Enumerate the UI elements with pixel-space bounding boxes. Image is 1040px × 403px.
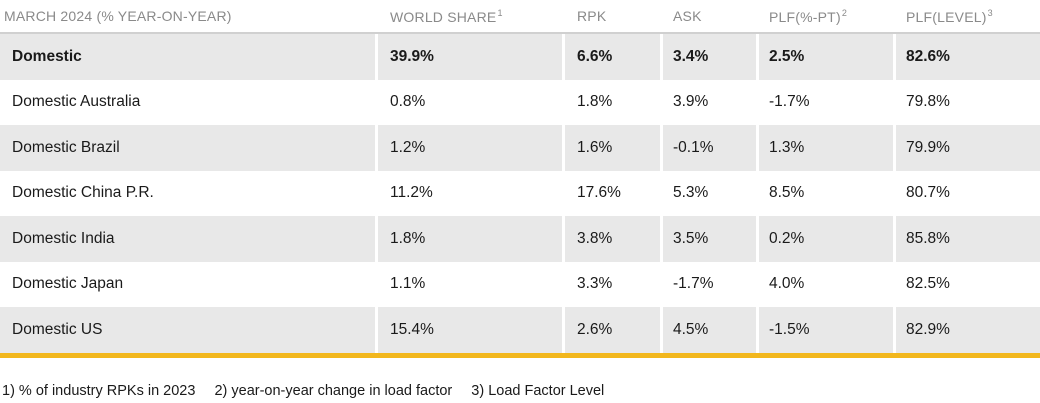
world-share-cell: 39.9% bbox=[375, 34, 562, 80]
header-ask: ASK bbox=[673, 8, 702, 24]
plf-level-cell: 79.8% bbox=[893, 79, 1040, 125]
rpk-cell: 2.6% bbox=[562, 307, 660, 353]
market-cell: Domestic bbox=[0, 34, 375, 80]
table-row: Domestic 39.9% 6.6% 3.4% 2.5% 82.6% bbox=[0, 34, 1040, 80]
plf-pt-cell: 4.0% bbox=[756, 261, 893, 307]
plf-pt-cell: -1.5% bbox=[756, 307, 893, 353]
table-body: Domestic 39.9% 6.6% 3.4% 2.5% 82.6% Dome… bbox=[0, 34, 1040, 353]
ask-cell: 3.9% bbox=[660, 79, 756, 125]
market-cell: Domestic Brazil bbox=[0, 125, 375, 171]
plf-level-cell: 85.8% bbox=[893, 216, 1040, 262]
header-world-share: WORLD SHARE1 bbox=[390, 8, 503, 25]
traffic-table: MARCH 2024 (% YEAR-ON-YEAR) WORLD SHARE1… bbox=[0, 0, 1040, 353]
ask-cell: 5.3% bbox=[660, 170, 756, 216]
header-plf-pt: PLF(%-PT)2 bbox=[769, 8, 848, 25]
table-row: Domestic Brazil 1.2% 1.6% -0.1% 1.3% 79.… bbox=[0, 125, 1040, 171]
world-share-cell: 15.4% bbox=[375, 307, 562, 353]
table-row: Domestic India 1.8% 3.8% 3.5% 0.2% 85.8% bbox=[0, 216, 1040, 262]
plf-pt-cell: 2.5% bbox=[756, 34, 893, 80]
plf-level-cell: 79.9% bbox=[893, 125, 1040, 171]
ask-cell: 4.5% bbox=[660, 307, 756, 353]
table-row: Domestic Japan 1.1% 3.3% -1.7% 4.0% 82.5… bbox=[0, 261, 1040, 307]
world-share-cell: 1.1% bbox=[375, 261, 562, 307]
accent-divider bbox=[0, 353, 1040, 358]
ask-cell: -0.1% bbox=[660, 125, 756, 171]
market-cell: Domestic China P.R. bbox=[12, 184, 154, 202]
rpk-cell: 3.8% bbox=[562, 216, 660, 262]
plf-pt-cell: -1.7% bbox=[756, 79, 893, 125]
plf-level-cell: 80.7% bbox=[893, 170, 1040, 216]
ask-cell: -1.7% bbox=[660, 261, 756, 307]
footnote-1: 1) % of industry RPKs in 2023 bbox=[2, 383, 196, 399]
table-row: Domestic US 15.4% 2.6% 4.5% -1.5% 82.9% bbox=[0, 307, 1040, 353]
header-rpk: RPK bbox=[577, 8, 607, 24]
world-share-cell: 0.8% bbox=[375, 79, 562, 125]
plf-level-cell: 82.9% bbox=[893, 307, 1040, 353]
table-header: MARCH 2024 (% YEAR-ON-YEAR) WORLD SHARE1… bbox=[0, 0, 1040, 34]
footnote-3: 3) Load Factor Level bbox=[471, 383, 605, 399]
header-plf-level: PLF(LEVEL)3 bbox=[906, 8, 993, 25]
rpk-cell: 6.6% bbox=[562, 34, 660, 80]
plf-pt-cell: 1.3% bbox=[756, 125, 893, 171]
table-row: Domestic China P.R. 11.2% 17.6% 5.3% 8.5… bbox=[0, 170, 1040, 216]
world-share-cell: 1.2% bbox=[375, 125, 562, 171]
plf-level-cell: 82.5% bbox=[893, 261, 1040, 307]
world-share-cell: 11.2% bbox=[375, 170, 562, 216]
table-row: Domestic Australia 0.8% 1.8% 3.9% -1.7% … bbox=[0, 79, 1040, 125]
market-cell: Domestic US bbox=[0, 307, 375, 353]
market-cell: Domestic Australia bbox=[12, 93, 141, 111]
footnotes: 1) % of industry RPKs in 2023 2) year-on… bbox=[2, 383, 619, 399]
header-period: MARCH 2024 (% YEAR-ON-YEAR) bbox=[4, 8, 232, 24]
plf-pt-cell: 0.2% bbox=[756, 216, 893, 262]
rpk-cell: 1.6% bbox=[562, 125, 660, 171]
rpk-cell: 1.8% bbox=[562, 79, 660, 125]
ask-cell: 3.4% bbox=[660, 34, 756, 80]
rpk-cell: 3.3% bbox=[562, 261, 660, 307]
plf-pt-cell: 8.5% bbox=[756, 170, 893, 216]
rpk-cell: 17.6% bbox=[562, 170, 660, 216]
world-share-cell: 1.8% bbox=[375, 216, 562, 262]
plf-level-cell: 82.6% bbox=[893, 34, 1040, 80]
footnote-2: 2) year-on-year change in load factor bbox=[214, 383, 453, 399]
market-cell: Domestic India bbox=[0, 216, 375, 262]
market-cell: Domestic Japan bbox=[12, 275, 124, 293]
ask-cell: 3.5% bbox=[660, 216, 756, 262]
